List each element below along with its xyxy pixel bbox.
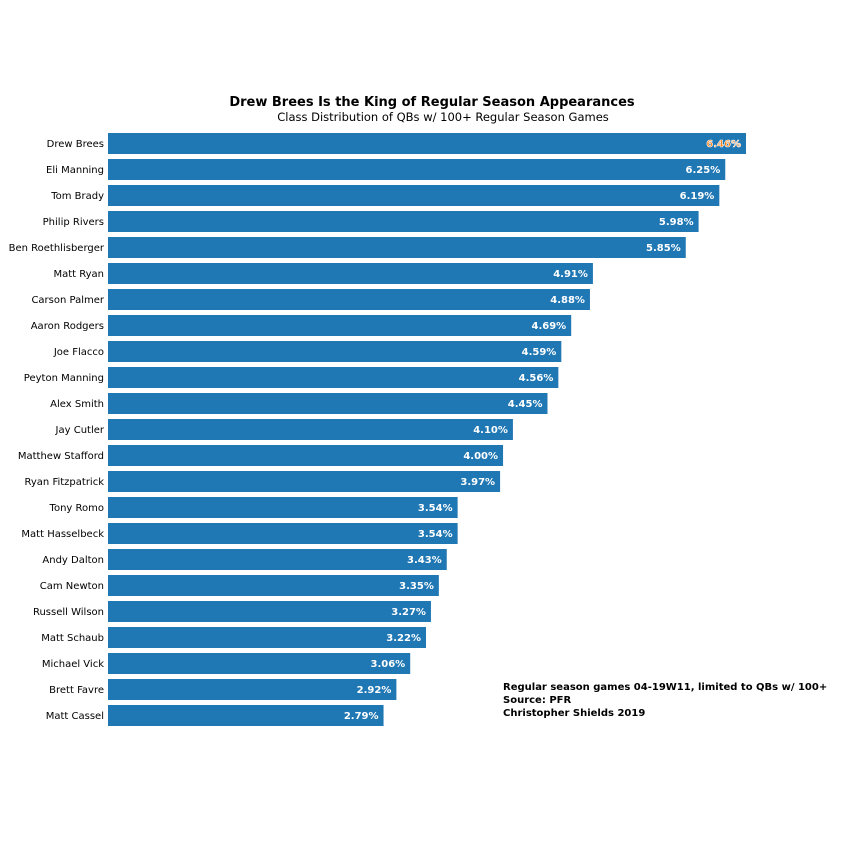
y-tick-label: Matt Ryan — [53, 269, 104, 280]
y-tick-label: Matt Schaub — [41, 633, 104, 644]
y-axis-tick-labels: Drew Brees Eli Manning Tom Brady Philip Riv… — [9, 139, 105, 722]
bar-matt-ryan — [108, 263, 593, 284]
bar-ryan-fitzpatrick — [108, 471, 501, 492]
y-tick-label: Matt Hasselbeck — [21, 529, 104, 540]
bar-peyton-manning — [108, 367, 559, 388]
y-tick-label: Peyton Manning — [24, 373, 104, 384]
data-label: 6.25% — [686, 165, 721, 176]
data-label: 4.45% — [508, 399, 543, 410]
y-tick-label: Aaron Rodgers — [31, 321, 104, 332]
bar-jay-cutler — [108, 419, 513, 440]
y-tick-label: Russell Wilson — [33, 607, 104, 618]
y-tick-label: Ben Roethlisberger — [9, 243, 105, 254]
y-tick-label: Philip Rivers — [43, 217, 104, 228]
bars-group — [108, 133, 746, 726]
chart-title: Drew Brees Is the King of Regular Season… — [229, 95, 635, 110]
bar-andy-dalton — [108, 549, 447, 570]
y-tick-label: Matthew Stafford — [18, 451, 104, 462]
y-tick-label: Jay Cutler — [55, 425, 105, 436]
data-label: 3.22% — [386, 633, 421, 644]
chart-subtitle: Class Distribution of QBs w/ 100+ Regula… — [277, 110, 609, 124]
data-label: 4.69% — [531, 321, 566, 332]
data-label: 4.59% — [522, 347, 557, 358]
bar-russell-wilson — [108, 601, 431, 622]
bar-brett-favre — [108, 679, 397, 700]
data-label: 3.43% — [407, 555, 442, 566]
bar-matt-schaub — [108, 627, 427, 648]
data-label: 6.46% — [706, 139, 741, 150]
y-tick-label: Joe Flacco — [53, 347, 104, 358]
bar-joe-flacco — [108, 341, 562, 362]
data-labels-group: 6.46% 6.25% 6.19% 5.98% 5.85% 4.91% 4.88% 4.69%… — [344, 139, 741, 722]
bar-michael-vick — [108, 653, 411, 674]
data-label: 6.19% — [680, 191, 715, 202]
source-note: Regular season games 04-19W11, limited t… — [503, 682, 827, 719]
bar-matthew-stafford — [108, 445, 504, 466]
y-tick-label: Eli Manning — [46, 165, 104, 176]
data-label: 2.92% — [357, 685, 392, 696]
data-label: 4.00% — [463, 451, 498, 462]
data-label: 4.91% — [553, 269, 588, 280]
note-line-2: Source: PFR — [503, 695, 571, 706]
data-label: 4.10% — [473, 425, 508, 436]
bar-drew-brees — [108, 133, 746, 154]
y-tick-label: Tony Romo — [49, 503, 104, 514]
data-label: 5.98% — [659, 217, 694, 228]
bar-cam-newton — [108, 575, 439, 596]
y-tick-label: Drew Brees — [47, 139, 104, 150]
bar-eli-manning — [108, 159, 726, 180]
data-label: 3.35% — [399, 581, 434, 592]
y-tick-label: Brett Favre — [49, 685, 104, 696]
y-tick-label: Cam Newton — [40, 581, 104, 592]
data-label: 5.85% — [646, 243, 681, 254]
y-tick-label: Matt Cassel — [46, 711, 104, 722]
data-label: 2.79% — [344, 711, 379, 722]
y-tick-label: Tom Brady — [50, 191, 104, 202]
bar-tony-romo — [108, 497, 458, 518]
y-tick-label: Michael Vick — [42, 659, 104, 670]
note-line-3: Christopher Shields 2019 — [503, 708, 645, 719]
bar-matt-cassel — [108, 705, 384, 726]
data-label: 3.06% — [371, 659, 406, 670]
bar-tom-brady — [108, 185, 720, 206]
data-label: 3.27% — [391, 607, 426, 618]
bar-matt-hasselbeck — [108, 523, 458, 544]
y-tick-label: Carson Palmer — [31, 295, 104, 306]
data-label: 3.54% — [418, 529, 453, 540]
bar-carson-palmer — [108, 289, 590, 310]
bar-ben-roethlisberger — [108, 237, 686, 258]
y-tick-label: Andy Dalton — [42, 555, 104, 566]
data-label: 3.97% — [460, 477, 495, 488]
data-label: 4.56% — [519, 373, 554, 384]
y-tick-label: Alex Smith — [50, 399, 104, 410]
note-line-1: Regular season games 04-19W11, limited t… — [503, 682, 827, 693]
bar-aaron-rodgers — [108, 315, 572, 336]
data-label: 3.54% — [418, 503, 453, 514]
bar-philip-rivers — [108, 211, 699, 232]
y-tick-label: Ryan Fitzpatrick — [24, 477, 104, 488]
bar-alex-smith — [108, 393, 548, 414]
data-label: 4.88% — [550, 295, 585, 306]
